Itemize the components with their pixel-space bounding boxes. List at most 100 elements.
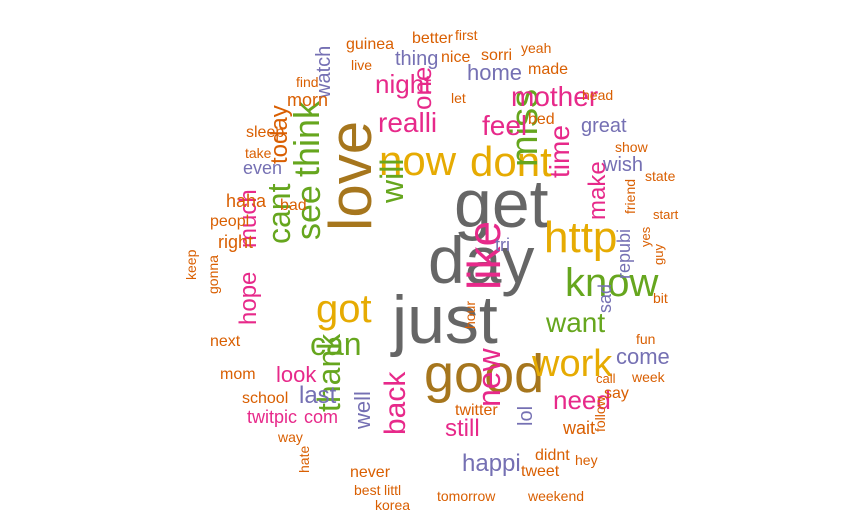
word-work: work <box>531 343 613 385</box>
word-tri: tri <box>495 235 510 255</box>
word-need: need <box>553 385 611 415</box>
word-lol: lol <box>515 406 537 426</box>
word-friend: friend <box>622 179 638 214</box>
word-want: want <box>545 307 605 338</box>
word-repubi: repubi <box>614 229 634 279</box>
word-first: first <box>455 27 478 43</box>
word-sad: sad <box>595 284 615 313</box>
word-miss: miss <box>504 89 546 167</box>
word-watch: watch <box>313 46 335 99</box>
word-hour: hour <box>462 301 478 329</box>
word-thing: thing <box>395 48 438 70</box>
word-well: well <box>350 391 375 430</box>
word-sorri: sorri <box>481 47 512 64</box>
word-korea: korea <box>375 497 410 513</box>
word-thank: thank <box>311 333 347 412</box>
word-http: http <box>544 213 617 262</box>
word-made: made <box>528 61 568 78</box>
word-week: week <box>631 369 666 385</box>
word-show: show <box>615 139 649 155</box>
word-love: love <box>317 121 384 231</box>
word-right: right <box>218 232 253 252</box>
word-last: last <box>299 382 337 409</box>
word-make: make <box>584 161 611 220</box>
word-never: never <box>350 464 391 481</box>
word-got: got <box>316 287 372 331</box>
word-guy: guy <box>651 244 666 265</box>
word-better: better <box>412 30 454 47</box>
word-think: think <box>286 100 327 177</box>
word-new: new <box>471 347 507 407</box>
word-keep: keep <box>183 249 199 280</box>
word-just: just <box>390 282 498 358</box>
word-one: one <box>407 67 437 110</box>
word-even: even <box>243 158 282 178</box>
word-bit: bit <box>653 290 668 306</box>
word-hate: hate <box>296 446 312 473</box>
word-time: time <box>544 125 575 178</box>
word-now: now <box>379 137 457 184</box>
word-guinea: guinea <box>346 36 394 53</box>
word-next: next <box>210 333 241 350</box>
word-good: good <box>424 344 544 404</box>
word-bad: bad <box>280 197 307 214</box>
word-great: great <box>581 115 627 137</box>
word-much: much <box>235 189 262 248</box>
word-call: call <box>596 371 616 386</box>
word-weekend: weekend <box>527 488 584 504</box>
word-hey: hey <box>575 452 598 468</box>
word-tomorrow: tomorrow <box>437 488 496 504</box>
word-twitter: twitter <box>455 402 498 419</box>
word-state: state <box>645 168 676 184</box>
word-cant: cant <box>261 183 297 244</box>
word-realli: realli <box>378 107 437 138</box>
word-let: let <box>451 90 466 106</box>
word-yeah: yeah <box>521 40 551 56</box>
word-day: day <box>428 223 534 297</box>
word-see: see <box>290 185 328 240</box>
word-com: com <box>304 407 338 427</box>
word-wait: wait <box>562 418 595 438</box>
word-nice: nice <box>441 49 470 66</box>
word-peopl: peopl <box>210 213 249 230</box>
word-fun: fun <box>636 331 655 347</box>
word-look: look <box>276 362 317 387</box>
word-today: today <box>266 105 293 164</box>
word-still: still <box>445 415 480 442</box>
word-yes: yes <box>638 226 653 247</box>
word-live: live <box>351 57 372 73</box>
word-come: come <box>616 344 670 369</box>
word-hope: hope <box>235 272 262 325</box>
word-can: can <box>310 326 362 362</box>
word-back: back <box>379 371 412 435</box>
word-home: home <box>467 60 522 85</box>
word-sleep: sleep <box>246 124 284 141</box>
word-head: head <box>582 87 613 103</box>
word-dont: dont <box>470 138 552 185</box>
word-follow: follow <box>592 395 608 432</box>
word-littl: littl <box>384 482 401 498</box>
word-get: get <box>454 166 549 242</box>
word-say: say <box>604 385 629 402</box>
word-night: night <box>375 69 432 99</box>
word-know: know <box>565 261 658 305</box>
word-take: take <box>245 145 272 161</box>
word-find: find <box>296 74 319 90</box>
word-tweet: tweet <box>521 463 560 480</box>
word-like: like <box>458 221 510 290</box>
word-will: will <box>374 159 410 204</box>
word-mother: mother <box>511 81 598 112</box>
word-gonna: gonna <box>205 255 221 294</box>
word-morn: morn <box>287 90 328 110</box>
word-feel: feel <box>482 110 527 141</box>
word-school: school <box>242 390 288 407</box>
word-start: start <box>653 207 679 222</box>
word-happi: happi <box>462 450 521 477</box>
word-twitpic: twitpic <box>247 407 297 427</box>
word-wish: wish <box>602 154 643 176</box>
word-mom: mom <box>220 366 256 383</box>
word-best: best <box>354 482 381 498</box>
word-haha: haha <box>226 191 267 211</box>
word-didnt: didnt <box>535 447 570 464</box>
